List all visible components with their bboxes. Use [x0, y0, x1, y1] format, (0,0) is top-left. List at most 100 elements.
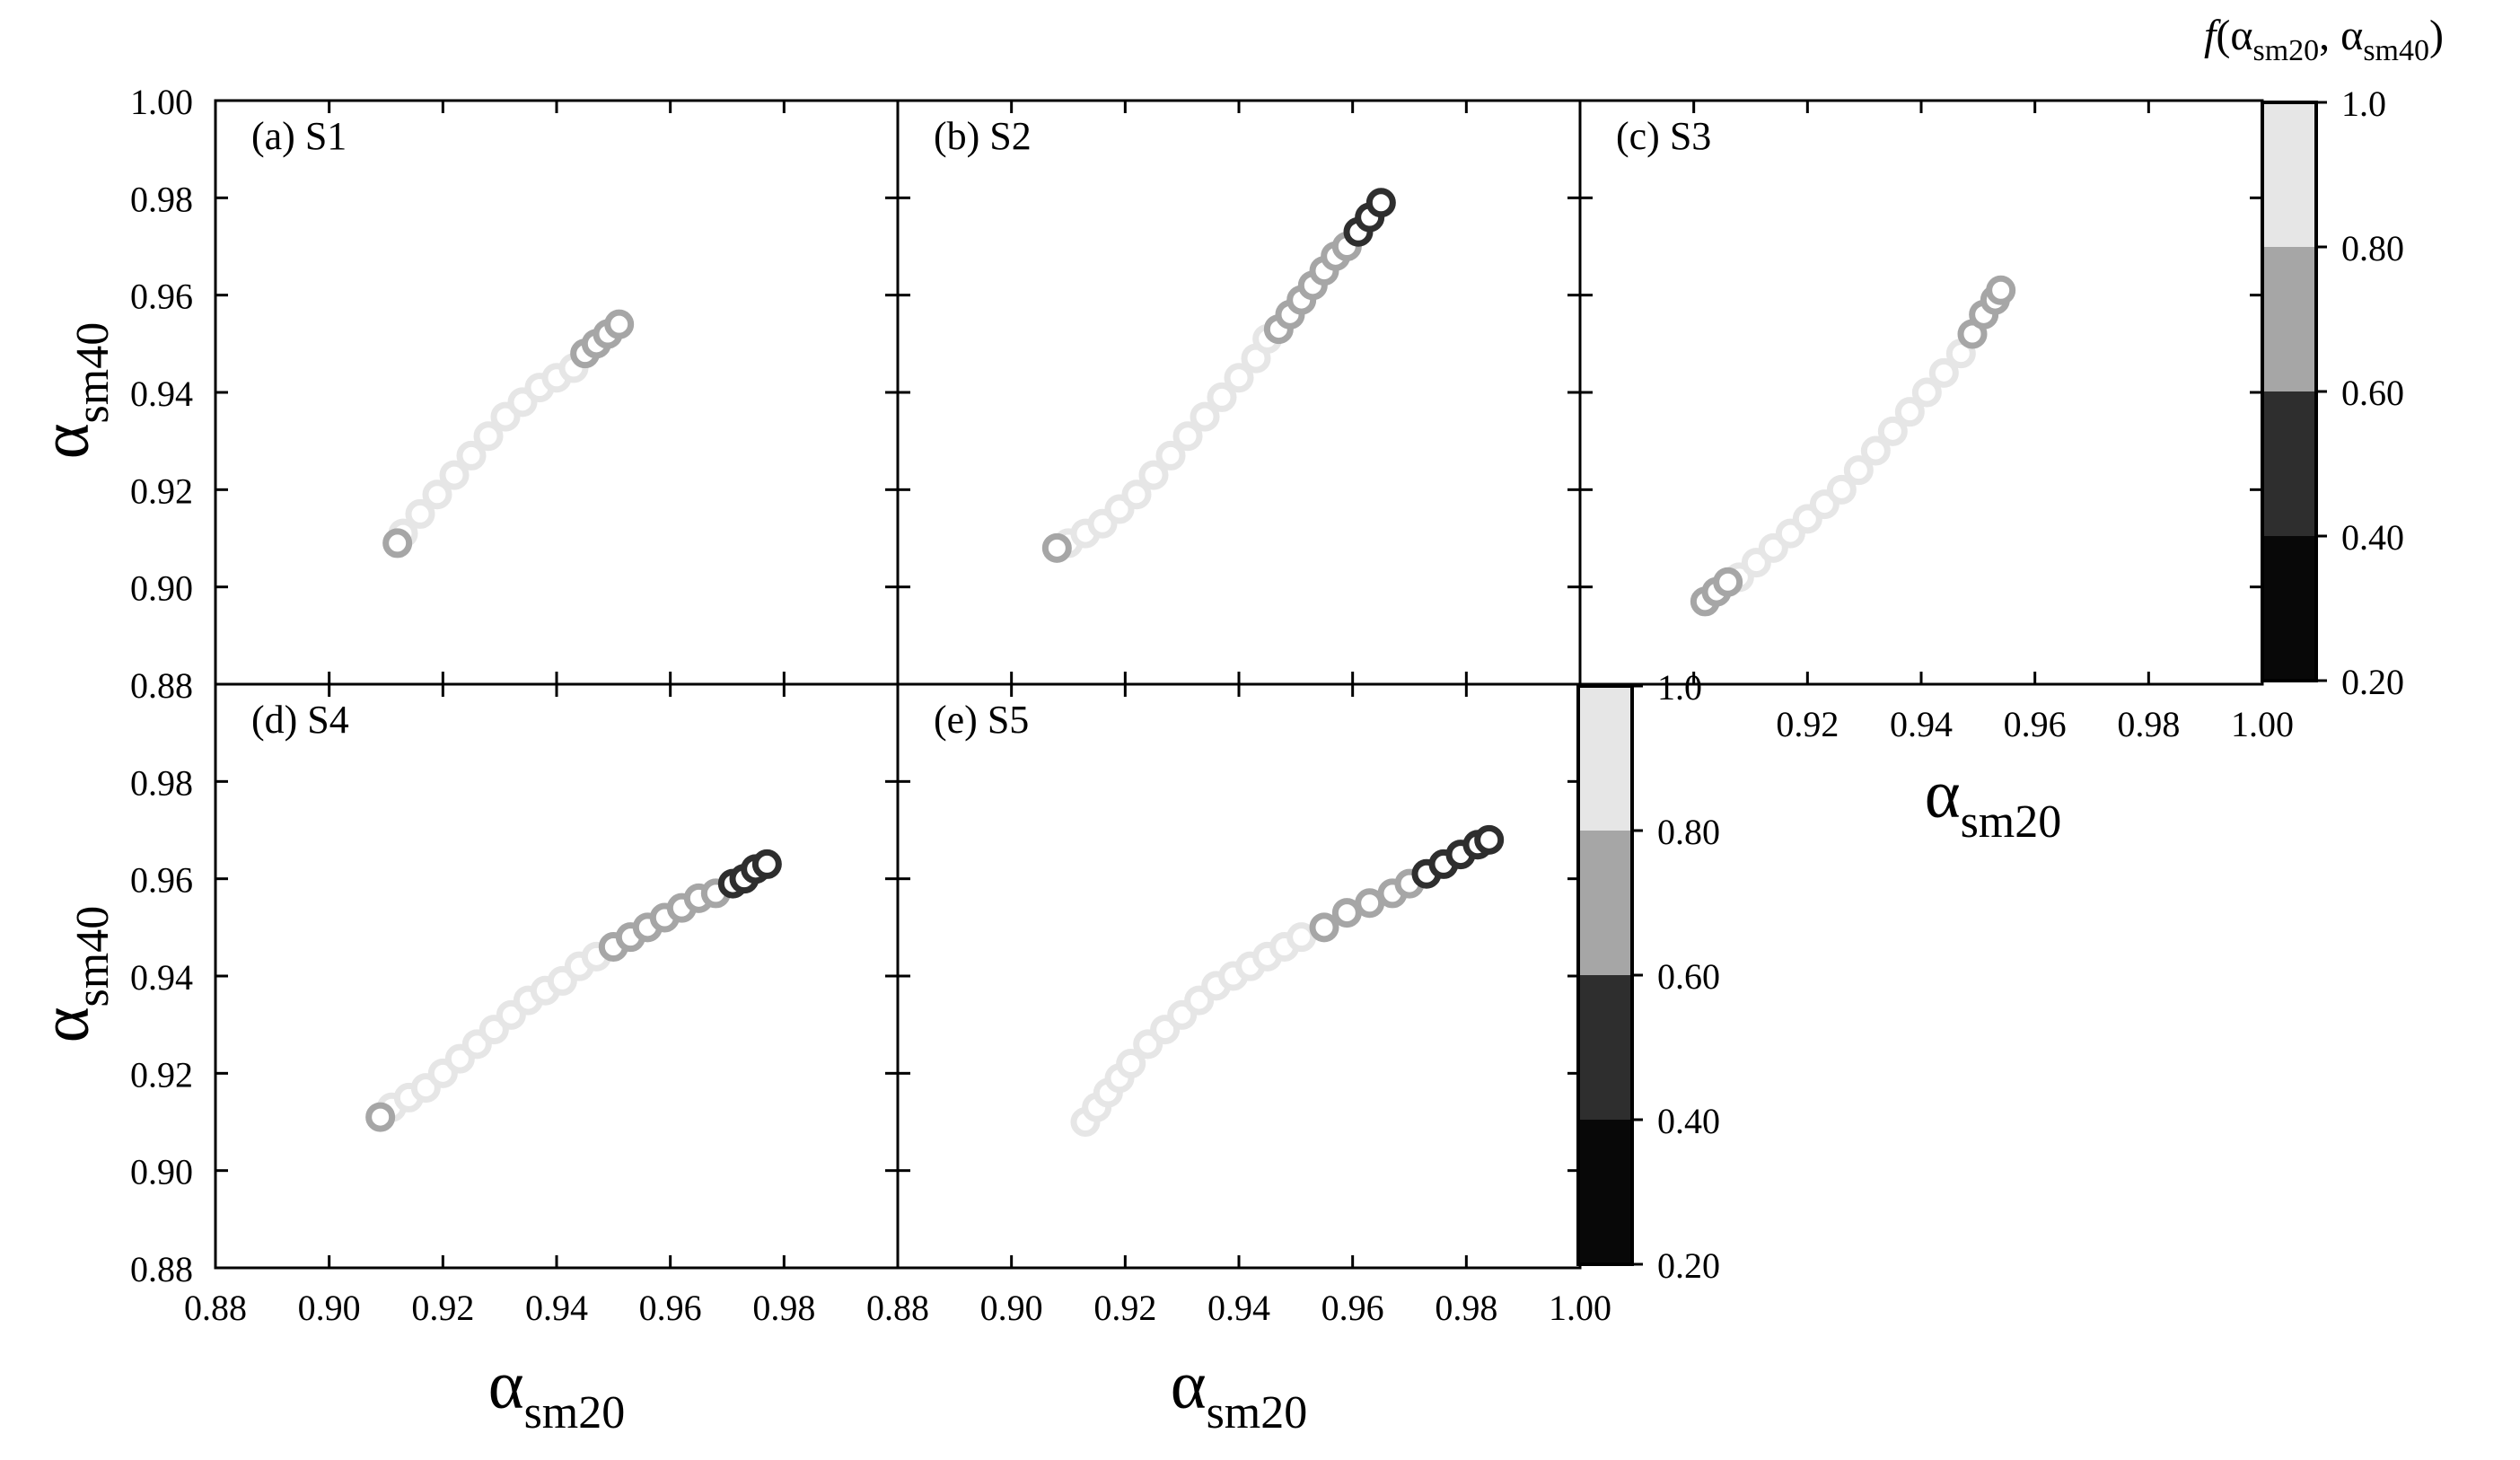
colorbar-title: f(αsm20, αsm40) — [2204, 12, 2444, 67]
colorbar-tick-label: 0.40 — [1657, 1101, 1720, 1141]
series-3 — [1343, 188, 1396, 247]
y-tick-label: 0.92 — [130, 471, 193, 511]
colorbar-tick-label: 0.60 — [2341, 373, 2404, 413]
colorbar-band — [2262, 536, 2316, 681]
axis-symbol: α — [1171, 1348, 1207, 1423]
y-tick-label: 0.88 — [130, 1249, 193, 1289]
colorbar-top: 1.0 0.80 0.60 0.40 0.20 — [2261, 84, 2404, 702]
axis-subscript: sm40 — [67, 322, 119, 424]
data-point — [1207, 382, 1237, 412]
series-1 — [1724, 339, 1976, 593]
colorbar-band — [1578, 975, 1632, 1120]
x-tick-label: 0.98 — [752, 1288, 815, 1328]
data-point — [1474, 824, 1505, 855]
series-2 — [365, 878, 731, 1132]
colorbar-tick-label: 0.20 — [2341, 662, 2404, 702]
colorbar-band — [2262, 102, 2316, 247]
series-2 — [1309, 868, 1425, 943]
x-tick-label: 0.96 — [1321, 1288, 1384, 1328]
x-tick-label: 0.98 — [1435, 1288, 1497, 1328]
axis-subscript: sm40 — [67, 906, 119, 1007]
x-tick-label: 0.88 — [184, 1288, 247, 1328]
x-axis-label: αsm20 — [1171, 1348, 1308, 1438]
x-tick-label: 0.94 — [1890, 704, 1953, 744]
data-point — [1911, 377, 1942, 408]
colorbar-band — [1578, 831, 1632, 975]
x-tick-label: 0.96 — [2004, 704, 2067, 744]
x-tick-label: 0.94 — [525, 1288, 588, 1328]
x-tick-label: 0.92 — [411, 1288, 474, 1328]
colorbar-tick-label: 0.60 — [1657, 956, 1720, 997]
data-point — [1172, 421, 1203, 452]
series-1 — [1070, 922, 1317, 1137]
colorbar-tick-label: 1.0 — [1657, 667, 1702, 708]
data-point — [1928, 357, 1959, 388]
y-tick-label: 1.00 — [130, 82, 193, 122]
x-axis-label: αsm20 — [1925, 757, 2062, 848]
y-tick-label: 0.96 — [130, 860, 193, 901]
colorbar-band — [2262, 247, 2316, 391]
data-point — [405, 498, 435, 529]
x-tick-label: 0.96 — [639, 1288, 702, 1328]
data-point — [604, 309, 635, 339]
x-tick-label: 1.00 — [1549, 1288, 1611, 1328]
data-point — [1713, 567, 1743, 597]
series-1 — [1053, 323, 1283, 558]
labels: 1.00 0.98 0.96 0.94 0.92 0.90 0.88 0.98 0.96 0.94… — [28, 12, 2444, 1438]
colorbar-band — [2262, 391, 2316, 536]
data-point — [422, 479, 452, 510]
data-point — [1894, 397, 1925, 427]
axis-subscript: sm20 — [1207, 1387, 1308, 1438]
series-3 — [717, 849, 782, 899]
data-point — [1365, 188, 1396, 218]
data-point — [1138, 460, 1169, 490]
panel-5: (e) S5 — [896, 682, 1582, 1270]
y-tick-label: 0.98 — [130, 762, 193, 803]
panel-2: (b) S2 — [896, 99, 1582, 686]
y-tick-label: 0.90 — [130, 568, 193, 609]
series-1 — [376, 941, 611, 1122]
panel-title: (d) S4 — [251, 698, 349, 742]
y-tick-label: 0.94 — [130, 957, 193, 998]
colorbar-tick-label: 0.80 — [1657, 812, 1720, 852]
series-2 — [1041, 232, 1362, 563]
data-point — [1224, 363, 1254, 393]
series-2 — [382, 309, 635, 558]
panel-title: (e) S5 — [934, 698, 1029, 742]
colorbar-tick-label: 0.40 — [2341, 517, 2404, 558]
panel-1: (a) S1 — [214, 99, 900, 686]
y-tick-label: 0.88 — [130, 665, 193, 706]
data-point — [751, 849, 782, 879]
colorbar-band — [1578, 1120, 1632, 1264]
series-1 — [388, 353, 589, 549]
y-axis-label: αsm40 — [28, 322, 119, 460]
colorbar-tick-label: 0.80 — [2341, 228, 2404, 268]
y-tick-label: 0.96 — [130, 277, 193, 317]
data-point — [1986, 275, 2016, 305]
x-tick-label: 0.88 — [866, 1288, 929, 1328]
data-point — [365, 1102, 396, 1132]
data-point — [1155, 440, 1186, 471]
x-axis-label: αsm20 — [488, 1348, 626, 1438]
colorbar-bottom: 1.0 0.80 0.60 0.40 0.20 — [1576, 667, 1720, 1286]
y-tick-label: 0.98 — [130, 179, 193, 219]
data-point — [1190, 401, 1220, 432]
series-3 — [1411, 824, 1505, 889]
x-tick-label: 0.94 — [1207, 1288, 1270, 1328]
x-tick-label: 0.92 — [1093, 1288, 1156, 1328]
axis-symbol: α — [28, 1007, 103, 1042]
data-point — [473, 421, 504, 452]
data-point — [382, 528, 413, 558]
axis-subscript: sm20 — [1961, 796, 2062, 848]
x-tick-label: 1.00 — [2231, 704, 2294, 744]
data-point — [1121, 479, 1152, 510]
panel-3: (c) S3 — [1578, 99, 2264, 686]
data-point — [1860, 435, 1891, 466]
data-point — [439, 460, 470, 490]
x-tick-label: 0.90 — [298, 1288, 361, 1328]
data-point — [1041, 532, 1072, 563]
y-axis-label: αsm40 — [28, 906, 119, 1043]
panel-title: (a) S1 — [251, 114, 347, 158]
x-tick-label: 0.90 — [980, 1288, 1043, 1328]
